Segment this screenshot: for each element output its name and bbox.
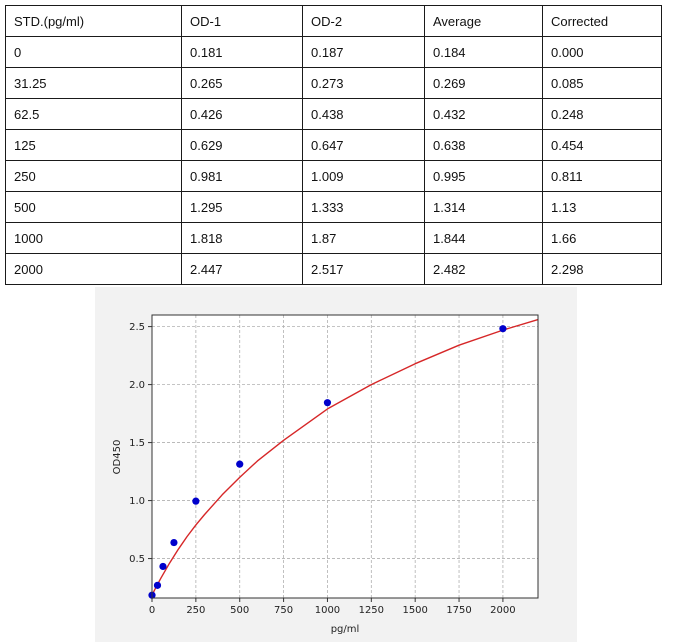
table-cell: 1.333 (302, 191, 425, 223)
table-row: 125 0.629 0.647 0.638 0.454 (5, 129, 662, 161)
table-cell: 0.438 (302, 98, 425, 130)
table-cell: 0.638 (424, 129, 543, 161)
table-cell: 0.187 (302, 36, 425, 68)
y-tick-label: 2.5 (129, 322, 145, 333)
y-tick-label: 1.0 (129, 496, 145, 507)
standard-curve-chart: 0 250 500 750 1000 1250 1500 1750 2000 0.5 1.0 1.5 2… (95, 287, 577, 642)
data-point (499, 325, 507, 333)
table-cell: 125 (5, 129, 182, 161)
table-cell: 0.000 (542, 36, 662, 68)
table-row: 0 0.181 0.187 0.184 0.000 (5, 36, 662, 68)
table-cell: 0.273 (302, 67, 425, 99)
table-cell: 0.995 (424, 160, 543, 192)
x-tick-label: 500 (230, 605, 249, 616)
table-cell: 2.517 (302, 253, 425, 285)
plot-area (152, 315, 538, 598)
x-tick-label: 750 (274, 605, 293, 616)
table-cell: 0.981 (181, 160, 303, 192)
grid-lines (151, 315, 538, 598)
table-cell: 0.085 (542, 67, 662, 99)
fit-curve-layer (151, 318, 539, 596)
table-cell: 1.314 (424, 191, 543, 223)
table-cell: 0.181 (181, 36, 303, 68)
x-tick-label: 1000 (315, 605, 340, 616)
x-tick-label: 2000 (490, 605, 515, 616)
table-row: 2000 2.447 2.517 2.482 2.298 (5, 253, 662, 285)
table-cell: 1.009 (302, 160, 425, 192)
table-header-row: STD.(pg/ml) OD-1 OD-2 Average Corrected (5, 5, 662, 37)
table-cell: 250 (5, 160, 182, 192)
axis-ticks: 0 250 500 750 1000 1250 1500 1750 2000 0.5 1.0 1.5 2… (129, 322, 516, 616)
table-row: 500 1.295 1.333 1.314 1.13 (5, 191, 662, 223)
table-cell: 0.184 (424, 36, 543, 68)
y-tick-label: 1.5 (129, 438, 145, 449)
table-cell: 0.647 (302, 129, 425, 161)
table-row: 31.25 0.265 0.273 0.269 0.085 (5, 67, 662, 99)
y-axis-title: OD450 (112, 440, 123, 475)
x-tick-label: 250 (186, 605, 205, 616)
y-tick-label: 2.0 (129, 380, 145, 391)
x-axis-title: pg/ml (331, 624, 360, 635)
table-cell: 1.66 (542, 222, 662, 254)
data-point (192, 497, 200, 505)
data-point (170, 538, 178, 547)
table-cell: 31.25 (5, 67, 182, 99)
table-cell: 1.13 (542, 191, 662, 223)
table-row: 1000 1.818 1.87 1.844 1.66 (5, 222, 662, 254)
table-row: 62.5 0.426 0.438 0.432 0.248 (5, 98, 662, 130)
header-average: Average (424, 5, 543, 37)
table-cell: 0.265 (181, 67, 303, 99)
table-cell: 1.844 (424, 222, 543, 254)
table-cell: 0.269 (424, 67, 543, 99)
table-cell: 0 (5, 36, 182, 68)
table-cell: 2000 (5, 253, 182, 285)
table-cell: 62.5 (5, 98, 182, 130)
table-cell: 1.87 (302, 222, 425, 254)
x-tick-label: 1750 (446, 605, 471, 616)
table-cell: 0.426 (181, 98, 303, 130)
table-cell: 1000 (5, 222, 182, 254)
table-cell: 0.811 (542, 160, 662, 192)
chart-svg: 0 250 500 750 1000 1250 1500 1750 2000 0.5 1.0 1.5 2… (112, 314, 539, 635)
table-cell: 0.248 (542, 98, 662, 130)
table-cell: 0.629 (181, 129, 303, 161)
data-point (153, 581, 162, 589)
x-tick-label: 1250 (359, 605, 384, 616)
table-cell: 0.454 (542, 129, 662, 161)
x-tick-label: 0 (149, 605, 155, 616)
header-od1: OD-1 (181, 5, 303, 37)
plot-frame (151, 314, 539, 599)
table-row: 250 0.981 1.009 0.995 0.811 (5, 160, 662, 192)
table-cell: 2.482 (424, 253, 543, 285)
fit-curve (151, 318, 539, 596)
table-cell: 2.447 (181, 253, 303, 285)
standard-data-table: STD.(pg/ml) OD-1 OD-2 Average Corrected … (5, 5, 662, 285)
data-point (236, 460, 244, 468)
data-point (323, 399, 332, 407)
table-cell: 500 (5, 191, 182, 223)
header-std: STD.(pg/ml) (5, 5, 182, 37)
x-tick-label: 1500 (402, 605, 427, 616)
table-cell: 1.818 (181, 222, 303, 254)
y-tick-label: 0.5 (129, 554, 145, 565)
table-cell: 0.432 (424, 98, 543, 130)
table-cell: 2.298 (542, 253, 662, 285)
header-od2: OD-2 (302, 5, 425, 37)
header-corrected: Corrected (542, 5, 662, 37)
table-cell: 1.295 (181, 191, 303, 223)
data-point (159, 562, 167, 571)
